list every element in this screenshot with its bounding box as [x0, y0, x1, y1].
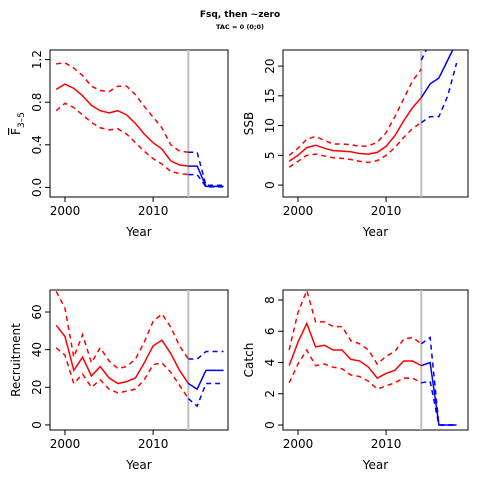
- panel: 0 5 10 15 20 2000 2010 Year SSB: [242, 49, 469, 239]
- x-tick-label: 2000: [283, 204, 314, 218]
- plot-box: [49, 49, 229, 198]
- x-tick-label: 2000: [50, 204, 81, 218]
- y-tick-label: 0: [263, 421, 277, 429]
- x-axis-label: Year: [125, 225, 151, 239]
- y-axis-label: SSB: [242, 112, 256, 135]
- series-line: [188, 165, 224, 188]
- figure-subtitle: TAC = 0 (0;0): [216, 23, 264, 31]
- x-tick-label: 2010: [138, 437, 169, 451]
- y-axis-label: Recruitment: [9, 323, 23, 397]
- y-tick-label: 8: [263, 296, 277, 304]
- series-line: [55, 324, 189, 385]
- y-tick-label: 5: [263, 152, 277, 160]
- y-tick-label: 20: [30, 380, 44, 395]
- series-group: [288, 50, 458, 168]
- series-line: [55, 102, 189, 176]
- y-tick-label: 2: [263, 390, 277, 398]
- y-tick-label: 0: [263, 181, 277, 189]
- y-tick-label: 60: [30, 304, 44, 319]
- series-line: [188, 151, 224, 187]
- series-line: [187, 369, 224, 391]
- series-line: [421, 361, 457, 426]
- x-axis-label: Year: [362, 225, 388, 239]
- series-line: [55, 347, 189, 399]
- series-group: [288, 290, 457, 426]
- x-tick-label: 2000: [50, 437, 81, 451]
- panel: 0.0 0.4 0.8 1.2 2000 2010 Year F3–5: [9, 49, 229, 239]
- y-tick-label: 15: [263, 88, 277, 103]
- y-tick-label: 20: [263, 58, 277, 73]
- y-tick-label: 6: [263, 327, 277, 335]
- series-line: [288, 68, 422, 156]
- series-line: [288, 121, 422, 168]
- series-line: [187, 382, 224, 408]
- series-line: [56, 62, 189, 154]
- y-axis-label: F3–5: [9, 112, 27, 135]
- y-axis-label: Catch: [242, 343, 256, 378]
- series-group: [55, 290, 224, 408]
- x-tick-label: 2000: [283, 437, 314, 451]
- x-tick-label: 2010: [371, 437, 402, 451]
- series-line: [420, 336, 457, 426]
- series-line: [288, 348, 422, 390]
- y-tick-label: 1.2: [30, 50, 44, 69]
- y-tick-label: 0.8: [30, 93, 44, 112]
- plot-box: [282, 289, 469, 431]
- plot-box: [282, 49, 469, 198]
- x-axis-label: Year: [362, 458, 388, 472]
- y-tick-label: 4: [263, 359, 277, 367]
- y-tick-label: 0.4: [30, 135, 44, 154]
- series-group: [55, 62, 224, 188]
- series-line: [288, 97, 422, 162]
- x-tick-label: 2010: [371, 204, 402, 218]
- y-label-main: SSB: [242, 112, 256, 135]
- panel: 0 20 40 60 2000 2010 Year Recruitment: [9, 289, 229, 472]
- series-line: [55, 83, 189, 167]
- series-line: [420, 62, 458, 124]
- y-label-main: Catch: [242, 343, 256, 378]
- y-tick-label: 0: [30, 421, 44, 429]
- figure-title: Fsq, then ~zero: [200, 10, 280, 20]
- plot-box: [49, 289, 229, 431]
- y-tick-label: 10: [263, 118, 277, 133]
- panel: 0 2 4 6 8 2000 2010 Year Catch: [242, 289, 469, 472]
- y-label-main: F: [9, 128, 23, 135]
- series-line: [288, 321, 422, 380]
- series-line: [421, 380, 457, 426]
- series-line: [55, 290, 189, 370]
- x-axis-label: Year: [125, 458, 151, 472]
- y-label-sub: 3–5: [17, 112, 27, 128]
- series-line: [420, 50, 454, 99]
- series-line: [188, 350, 224, 360]
- x-tick-label: 2010: [138, 204, 169, 218]
- y-label-main: Recruitment: [9, 323, 23, 397]
- y-tick-label: 40: [30, 342, 44, 357]
- y-tick-label: 0.0: [30, 178, 44, 197]
